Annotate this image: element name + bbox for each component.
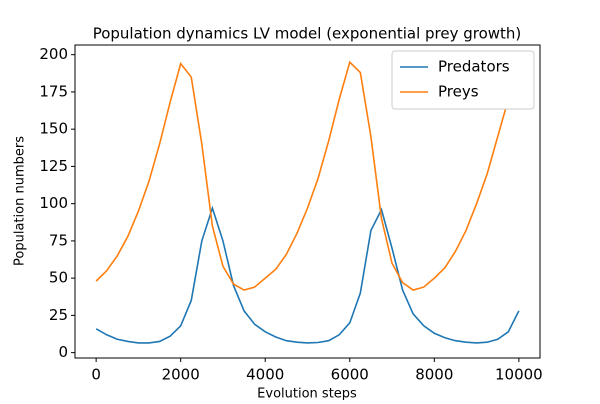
x-tick-label: 6000 — [331, 366, 369, 384]
y-tick-label: 50 — [49, 269, 68, 287]
x-axis-label: Evolution steps — [257, 387, 357, 401]
y-axis-label: Population numbers — [13, 136, 28, 266]
legend: Predators Preys — [391, 50, 535, 110]
x-tick-label: 2000 — [162, 366, 200, 384]
x-tick-label: 8000 — [415, 366, 453, 384]
line-series — [95, 205, 520, 344]
x-tick-label: 0 — [91, 366, 101, 384]
y-tick-label: 150 — [39, 120, 68, 138]
y-tick-label: 75 — [49, 231, 68, 249]
legend-box — [391, 50, 535, 110]
x-tick-label: 4000 — [246, 366, 284, 384]
plot-frame — [74, 44, 541, 359]
y-tick-label: 0 — [58, 343, 68, 361]
legend-label: Preys — [438, 83, 479, 101]
y-tick-label: 100 — [39, 194, 68, 212]
chart-title: Population dynamics LV model (exponentia… — [93, 25, 522, 43]
y-tick-label: 200 — [39, 45, 68, 63]
y-tick-label: 25 — [49, 306, 68, 324]
legend-label: Predators — [438, 58, 510, 76]
x-tick-label: 10000 — [495, 366, 543, 384]
y-tick-label: 175 — [39, 82, 68, 100]
y-tick-label: 125 — [39, 157, 68, 175]
line-series — [95, 60, 520, 291]
